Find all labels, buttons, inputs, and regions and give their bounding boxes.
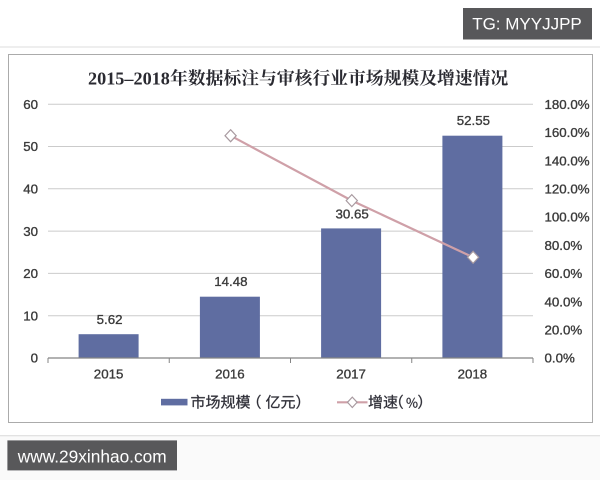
svg-text:180.0%: 180.0% xyxy=(545,97,590,112)
svg-text:14.48: 14.48 xyxy=(214,274,247,289)
svg-text:100.0%: 100.0% xyxy=(545,210,590,225)
svg-text:40.0%: 40.0% xyxy=(545,294,583,309)
svg-text:60.0%: 60.0% xyxy=(545,266,583,281)
svg-text:40: 40 xyxy=(23,182,38,197)
svg-text:20.0%: 20.0% xyxy=(545,323,583,338)
svg-text:0.0%: 0.0% xyxy=(545,351,575,366)
svg-text:160.0%: 160.0% xyxy=(545,125,590,140)
svg-text:2016: 2016 xyxy=(215,367,245,382)
svg-text:www.29xinhao.com: www.29xinhao.com xyxy=(17,446,167,466)
svg-text:30: 30 xyxy=(23,224,38,239)
svg-text:2017: 2017 xyxy=(336,367,366,382)
svg-text:10: 10 xyxy=(23,308,38,323)
svg-text:2015: 2015 xyxy=(94,367,124,382)
svg-text:52.55: 52.55 xyxy=(457,113,490,128)
svg-text:30.65: 30.65 xyxy=(335,207,368,222)
svg-text:0: 0 xyxy=(31,351,38,366)
svg-text:60: 60 xyxy=(23,97,38,112)
svg-text:140.0%: 140.0% xyxy=(545,153,590,168)
svg-text:120.0%: 120.0% xyxy=(545,182,590,197)
svg-text:2018: 2018 xyxy=(458,367,488,382)
svg-text:50: 50 xyxy=(23,139,38,154)
svg-text:TG: MYYJJPP: TG: MYYJJPP xyxy=(472,14,582,33)
svg-text:5.62: 5.62 xyxy=(97,312,123,327)
svg-text:80.0%: 80.0% xyxy=(545,238,583,253)
svg-text:2015–2018: 2015–2018 xyxy=(88,68,170,88)
svg-text:20: 20 xyxy=(23,266,38,281)
